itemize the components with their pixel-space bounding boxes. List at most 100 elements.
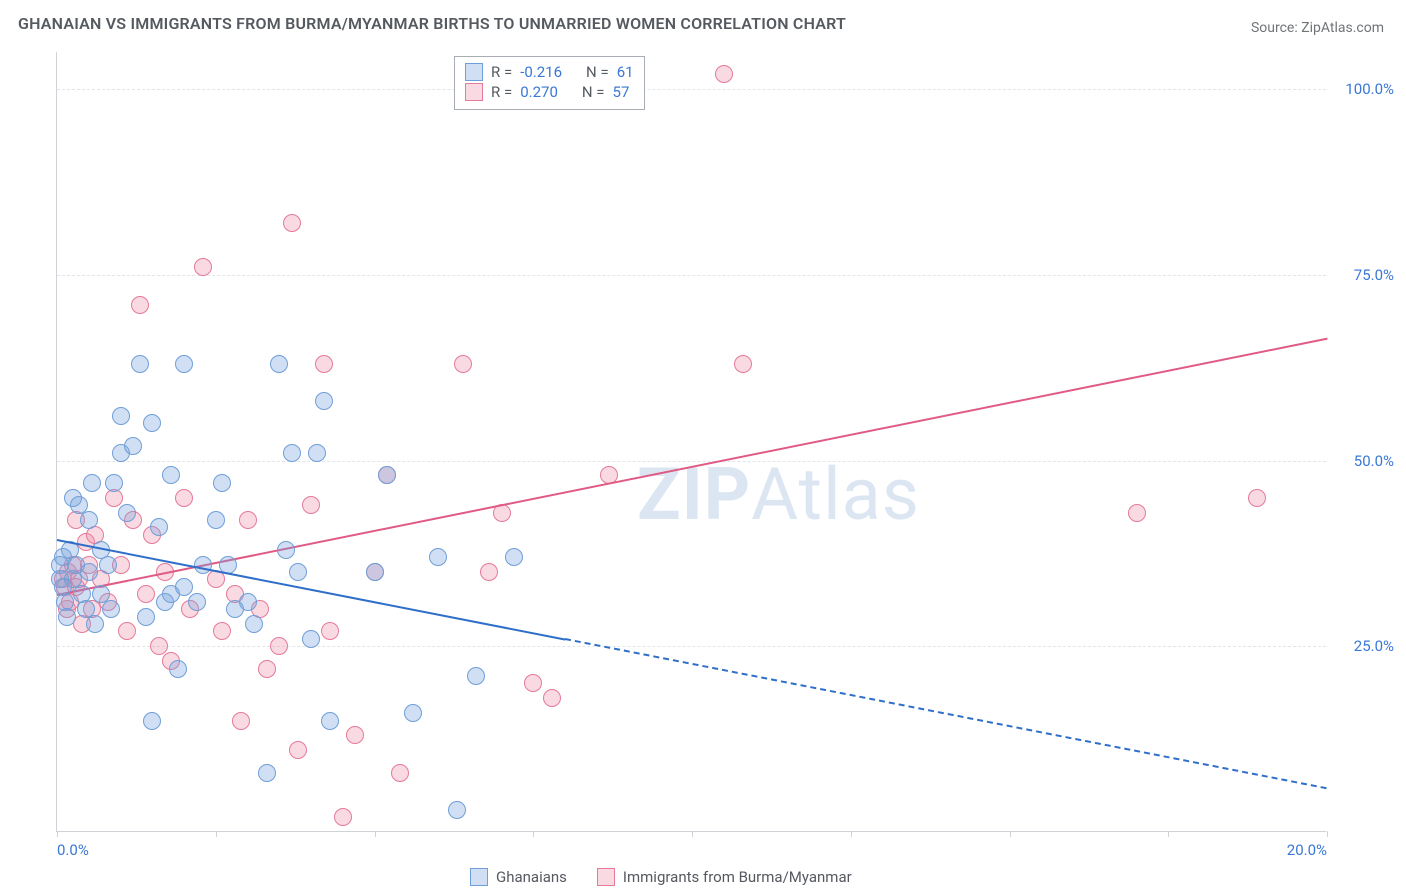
scatter-point (194, 258, 212, 276)
scatter-point (321, 712, 339, 730)
trend-line (565, 638, 1327, 789)
scatter-point (169, 660, 187, 678)
scatter-point (429, 548, 447, 566)
xtick-label: 0.0% (57, 841, 89, 859)
scatter-point (404, 704, 422, 722)
scatter-point (378, 466, 396, 484)
scatter-point (175, 355, 193, 373)
gridline-h (57, 275, 1326, 276)
scatter-point (467, 667, 485, 685)
n-value-pink: 57 (613, 83, 630, 101)
scatter-point (454, 355, 472, 373)
scatter-point (302, 630, 320, 648)
scatter-point (143, 414, 161, 432)
scatter-point (207, 511, 225, 529)
swatch-blue (470, 868, 488, 886)
xtick-mark (1168, 831, 1169, 837)
scatter-point (346, 726, 364, 744)
legend-stats-row-pink: R = 0.270 N = 57 (465, 83, 634, 101)
scatter-point (315, 392, 333, 410)
scatter-point (315, 355, 333, 373)
scatter-point (505, 548, 523, 566)
scatter-point (118, 504, 136, 522)
n-label-blue: N = (586, 63, 609, 81)
legend-stats: R = -0.216 N = 61 R = 0.270 N = 57 (454, 56, 645, 110)
source-label: Source: ZipAtlas.com (1251, 20, 1384, 36)
legend-item-blue: Ghanaians (470, 868, 567, 886)
scatter-point (289, 741, 307, 759)
scatter-point (112, 407, 130, 425)
scatter-point (543, 689, 561, 707)
scatter-point (715, 65, 733, 83)
scatter-point (150, 518, 168, 536)
scatter-point (448, 801, 466, 819)
scatter-point (137, 608, 155, 626)
r-label-blue: R = (491, 63, 512, 81)
scatter-point (137, 585, 155, 603)
scatter-point (86, 615, 104, 633)
xtick-mark (533, 831, 534, 837)
scatter-point (239, 593, 257, 611)
ytick-label: 50.0% (1354, 452, 1394, 470)
scatter-point (175, 489, 193, 507)
scatter-point (1248, 489, 1266, 507)
ytick-label: 25.0% (1354, 637, 1394, 655)
scatter-point (105, 474, 123, 492)
gridline-h (57, 89, 1326, 90)
scatter-point (175, 578, 193, 596)
r-label-pink: R = (491, 83, 512, 101)
r-value-pink: 0.270 (520, 83, 558, 101)
scatter-point (162, 466, 180, 484)
scatter-point (391, 764, 409, 782)
scatter-point (321, 622, 339, 640)
chart-container: GHANAIAN VS IMMIGRANTS FROM BURMA/MYANMA… (0, 0, 1406, 892)
scatter-point (334, 808, 352, 826)
scatter-point (289, 563, 307, 581)
scatter-point (131, 355, 149, 373)
scatter-point (258, 764, 276, 782)
scatter-point (213, 622, 231, 640)
scatter-point (150, 637, 168, 655)
scatter-point (366, 563, 384, 581)
scatter-point (99, 556, 117, 574)
ytick-label: 100.0% (1345, 80, 1394, 98)
xtick-mark (375, 831, 376, 837)
scatter-point (80, 511, 98, 529)
xtick-mark (1327, 831, 1328, 837)
scatter-point (277, 541, 295, 559)
legend-label-pink: Immigrants from Burma/Myanmar (623, 868, 852, 886)
scatter-point (258, 660, 276, 678)
scatter-point (131, 296, 149, 314)
n-value-blue: 61 (617, 63, 634, 81)
scatter-point (143, 712, 161, 730)
scatter-point (213, 474, 231, 492)
legend-label-blue: Ghanaians (496, 868, 567, 886)
swatch-blue (465, 63, 483, 81)
ytick-label: 75.0% (1354, 266, 1394, 284)
scatter-point (124, 437, 142, 455)
scatter-point (302, 496, 320, 514)
chart-title: GHANAIAN VS IMMIGRANTS FROM BURMA/MYANMA… (18, 14, 846, 33)
scatter-point (283, 214, 301, 232)
legend-stats-row-blue: R = -0.216 N = 61 (465, 63, 634, 81)
legend-item-pink: Immigrants from Burma/Myanmar (597, 868, 852, 886)
scatter-point (480, 563, 498, 581)
watermark: ZIPAtlas (637, 452, 920, 537)
scatter-point (102, 600, 120, 618)
xtick-label: 20.0% (1287, 841, 1327, 859)
scatter-point (524, 674, 542, 692)
scatter-point (232, 712, 250, 730)
xtick-mark (692, 831, 693, 837)
xtick-mark (1010, 831, 1011, 837)
n-label-pink: N = (582, 83, 605, 101)
scatter-point (270, 355, 288, 373)
plot-area: ZIPAtlas 25.0%50.0%75.0%100.0%0.0%20.0% (56, 52, 1326, 832)
swatch-pink (465, 83, 483, 101)
trend-line (57, 338, 1327, 596)
legend-series: Ghanaians Immigrants from Burma/Myanmar (470, 868, 852, 886)
scatter-point (734, 355, 752, 373)
scatter-point (245, 615, 263, 633)
swatch-pink (597, 868, 615, 886)
scatter-point (270, 637, 288, 655)
scatter-point (188, 593, 206, 611)
